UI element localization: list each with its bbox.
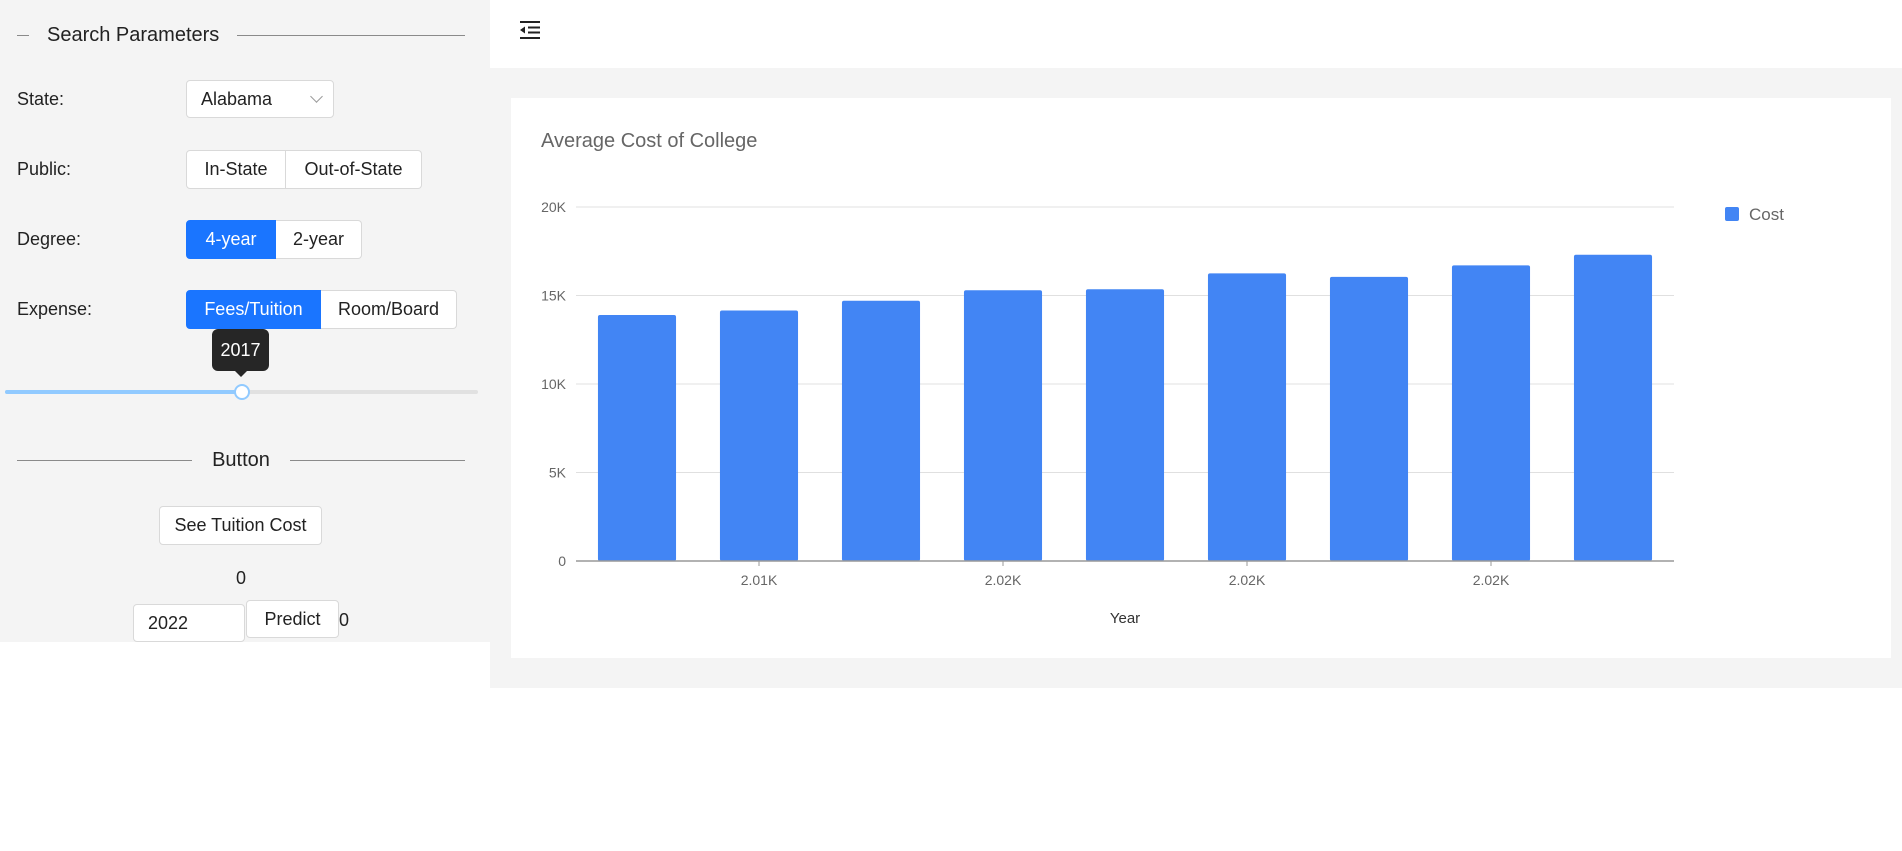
search-sidebar: Search Parameters State: Alabama Public:… (0, 0, 490, 642)
predict-result: 0 (339, 610, 350, 630)
x-tick-label: 2.02K (1229, 572, 1266, 588)
x-tick-label: 2.01K (741, 572, 778, 588)
chart-card: Average Cost of College 0 5K 10K 15K 20K 2.01… (511, 98, 1891, 658)
state-dropdown[interactable]: Alabama (186, 80, 334, 118)
button-section-title: Button (212, 448, 270, 471)
menu-fold-icon[interactable] (518, 18, 542, 42)
degree-label: Degree: (17, 229, 82, 249)
search-parameters-title: Search Parameters (47, 23, 220, 46)
x-tick-label: 2.02K (1473, 572, 1510, 588)
x-axis-label: Year (1110, 610, 1140, 627)
legend-swatch (1725, 207, 1739, 221)
public-in-state-button[interactable]: In-State (186, 150, 286, 189)
chart-bar (719, 310, 799, 561)
expense-fees-tuition-button[interactable]: Fees/Tuition (186, 290, 321, 329)
expense-room-board-button[interactable]: Room/Board (321, 290, 457, 329)
state-dropdown-value: Alabama (201, 88, 273, 109)
slider-tooltip: 2017 (212, 329, 269, 377)
divider-line-right (237, 34, 465, 36)
tuition-count: 0 (236, 568, 247, 588)
y-tick-label: 20K (541, 199, 567, 215)
chart-bar (1329, 276, 1409, 561)
chart-bar (1573, 254, 1653, 562)
predict-button[interactable]: Predict (246, 600, 339, 638)
see-tuition-cost-button[interactable]: See Tuition Cost (159, 506, 322, 545)
degree-toggle: 4-year 2-year (186, 220, 362, 259)
degree-4-year-button[interactable]: 4-year (186, 220, 276, 259)
x-tick-label: 2.02K (985, 572, 1022, 588)
divider-line-right (289, 459, 466, 461)
y-tick-label: 15K (541, 288, 567, 304)
public-toggle: In-State Out-of-State (186, 150, 422, 189)
chart-bar (1207, 273, 1287, 561)
top-bar (490, 0, 1902, 68)
public-label: Public: (17, 159, 72, 179)
y-tick-label: 5K (549, 465, 567, 481)
year-slider-track (5, 390, 242, 394)
expense-toggle: Fees/Tuition Room/Board (186, 290, 457, 329)
predict-year-input[interactable] (133, 604, 245, 642)
legend-label: Cost (1749, 205, 1784, 224)
state-label: State: (17, 89, 65, 109)
chart-bar (1085, 289, 1165, 561)
y-tick-label: 10K (541, 376, 567, 392)
chart-bar (841, 300, 921, 561)
year-slider[interactable] (5, 384, 478, 400)
year-slider-handle[interactable] (233, 384, 250, 400)
chart-bar (1451, 265, 1531, 561)
bar-chart: 0 5K 10K 15K 20K 2.01K 2.02K 2.02K 2.02K Year Cost (541, 199, 1784, 627)
chart-bar (963, 290, 1043, 561)
chart-bar (597, 314, 677, 561)
chevron-down-icon (310, 89, 323, 103)
search-parameters-header: Search Parameters (17, 20, 465, 50)
y-tick-label: 0 (558, 553, 566, 569)
expense-label: Expense: (17, 299, 93, 319)
divider-line-left (17, 34, 29, 36)
divider-line-left (17, 459, 193, 461)
public-out-of-state-button[interactable]: Out-of-State (286, 150, 422, 189)
chart-title: Average Cost of College (541, 130, 758, 152)
degree-2-year-button[interactable]: 2-year (276, 220, 362, 259)
button-section-header: Button (17, 445, 466, 475)
